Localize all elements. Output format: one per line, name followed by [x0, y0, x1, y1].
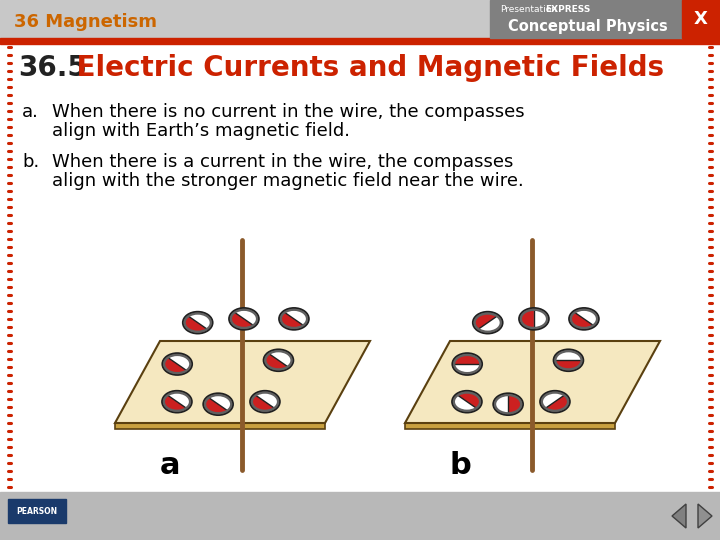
Bar: [8, 499, 66, 523]
Text: b: b: [449, 451, 471, 480]
Ellipse shape: [164, 355, 190, 373]
Polygon shape: [534, 310, 547, 328]
Polygon shape: [458, 393, 480, 408]
Ellipse shape: [281, 310, 307, 328]
Text: When there is a current in the wire, the compasses: When there is a current in the wire, the…: [52, 153, 513, 171]
Ellipse shape: [493, 393, 523, 415]
Ellipse shape: [203, 393, 233, 415]
Text: 36.5: 36.5: [18, 54, 87, 82]
Bar: [0, 492, 720, 540]
Ellipse shape: [540, 390, 570, 413]
Polygon shape: [454, 364, 480, 373]
Polygon shape: [205, 398, 228, 413]
Ellipse shape: [571, 310, 597, 328]
Ellipse shape: [264, 349, 294, 372]
Polygon shape: [474, 314, 497, 329]
Polygon shape: [269, 352, 292, 367]
Ellipse shape: [266, 352, 292, 369]
Ellipse shape: [164, 393, 190, 411]
Polygon shape: [672, 504, 686, 528]
Polygon shape: [115, 423, 325, 429]
Ellipse shape: [185, 314, 211, 332]
Polygon shape: [266, 354, 288, 369]
Ellipse shape: [162, 353, 192, 375]
Polygon shape: [698, 504, 712, 528]
Polygon shape: [542, 393, 564, 408]
Text: a: a: [160, 451, 180, 480]
Ellipse shape: [231, 310, 257, 328]
Ellipse shape: [569, 308, 599, 330]
Polygon shape: [479, 316, 500, 332]
Polygon shape: [575, 310, 597, 325]
Polygon shape: [164, 357, 186, 373]
Polygon shape: [521, 310, 534, 328]
Ellipse shape: [252, 393, 278, 411]
Ellipse shape: [162, 390, 192, 413]
Bar: [0, 0, 720, 42]
Text: When there is no current in the wire, the compasses: When there is no current in the wire, th…: [52, 103, 525, 121]
Text: Conceptual Physics: Conceptual Physics: [508, 18, 668, 33]
Ellipse shape: [279, 308, 309, 330]
Ellipse shape: [183, 312, 212, 334]
Ellipse shape: [473, 312, 503, 334]
Text: EXPRESS: EXPRESS: [545, 4, 590, 14]
Polygon shape: [209, 395, 231, 410]
Polygon shape: [571, 313, 593, 328]
Polygon shape: [454, 395, 476, 410]
Ellipse shape: [554, 349, 583, 372]
Text: 36 Magnetism: 36 Magnetism: [14, 13, 157, 31]
Ellipse shape: [205, 395, 231, 413]
Polygon shape: [454, 355, 480, 364]
Polygon shape: [546, 395, 568, 410]
Polygon shape: [168, 393, 190, 408]
Polygon shape: [508, 395, 521, 413]
Polygon shape: [405, 423, 615, 429]
Text: PEARSON: PEARSON: [17, 507, 58, 516]
Text: align with the stronger magnetic field near the wire.: align with the stronger magnetic field n…: [52, 172, 523, 190]
Ellipse shape: [452, 390, 482, 413]
Bar: [682, 0, 720, 38]
Polygon shape: [189, 314, 211, 329]
Text: X: X: [694, 10, 708, 28]
Polygon shape: [235, 310, 257, 325]
Polygon shape: [231, 313, 253, 328]
Ellipse shape: [521, 310, 547, 328]
Text: a.: a.: [22, 103, 39, 121]
Text: b.: b.: [22, 153, 40, 171]
Bar: [0, 38, 720, 44]
Polygon shape: [252, 395, 274, 410]
Ellipse shape: [474, 314, 500, 332]
Ellipse shape: [542, 393, 568, 411]
Bar: [8, 44, 712, 492]
Polygon shape: [256, 393, 278, 408]
Text: Electric Currents and Magnetic Fields: Electric Currents and Magnetic Fields: [67, 54, 664, 82]
Ellipse shape: [250, 390, 280, 413]
Polygon shape: [555, 352, 582, 360]
Ellipse shape: [229, 308, 259, 330]
Ellipse shape: [454, 393, 480, 411]
Ellipse shape: [454, 355, 480, 373]
Polygon shape: [405, 341, 660, 423]
Text: align with Earth’s magnetic field.: align with Earth’s magnetic field.: [52, 122, 350, 140]
Polygon shape: [555, 360, 582, 369]
Polygon shape: [495, 395, 508, 413]
Text: Presentation: Presentation: [500, 4, 557, 14]
Ellipse shape: [452, 353, 482, 375]
Polygon shape: [168, 355, 190, 370]
Ellipse shape: [495, 395, 521, 413]
Bar: [490, 0, 682, 38]
Polygon shape: [281, 313, 303, 328]
Ellipse shape: [519, 308, 549, 330]
Polygon shape: [185, 316, 207, 332]
Polygon shape: [115, 341, 370, 423]
Polygon shape: [164, 395, 186, 410]
Polygon shape: [285, 310, 307, 325]
Ellipse shape: [555, 352, 582, 369]
